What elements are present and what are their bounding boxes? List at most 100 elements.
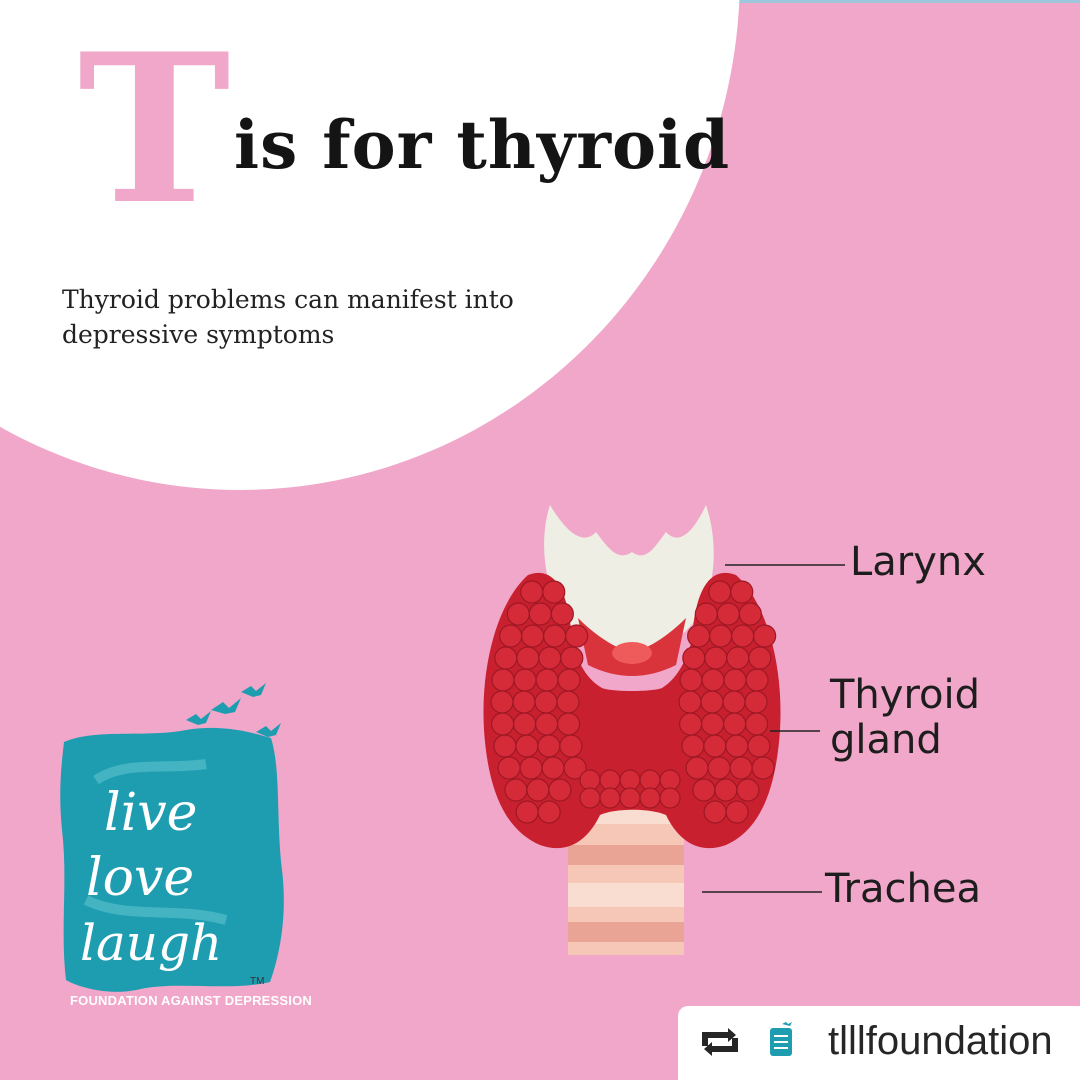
thyroid-lobule [619,769,641,791]
thyroid-lobule [563,756,587,780]
thyroid-lobule [681,734,705,758]
subtitle-text: Thyroid problems can manifest into depre… [62,285,514,349]
thyroid-lobule [745,712,769,736]
thyroid-lobule [619,787,641,809]
account-handle[interactable]: tlllfoundation [828,1019,1053,1063]
thyroid-lobule [534,690,558,714]
thyroid-lobule [682,646,706,670]
thyroid-lobule [726,646,750,670]
thyroid-lobule [520,580,544,604]
thyroid-lobule [736,778,760,802]
thyroid-lobule [703,734,727,758]
thyroid-lobule [678,690,702,714]
thyroid-lobule [707,756,731,780]
thyroid-lobule [725,800,749,824]
thyroid-lobule [515,734,539,758]
logo-script-live: live [104,783,197,843]
repost-bar[interactable]: tlllfoundation [678,1006,1080,1080]
thyroid-lobule [708,580,732,604]
thyroid-lobule [599,787,621,809]
thyroid-lobule [714,778,738,802]
thyroid-lobule [550,602,574,626]
trachea-label: Trachea [825,866,981,912]
thyroid-lobule [744,690,768,714]
thyroid-lobule [579,787,601,809]
thyroid-lobule [659,787,681,809]
thyroid-lobule [538,646,562,670]
thyroid-lobule [723,712,747,736]
thyroid-lobule [557,712,581,736]
thyroid-lobule [491,712,515,736]
thyroid-lobule [542,580,566,604]
thyroid-lobule [490,690,514,714]
repost-icon[interactable] [698,1026,742,1058]
thyroid-gland-shape [483,572,781,849]
thyroid-lobule [679,712,703,736]
title-initial-letter: T [78,10,231,250]
cricoid-cartilage-shape [612,642,652,664]
thyroid-lobule [753,624,777,648]
thyroid-lobule [716,602,740,626]
thyroid-lobule [513,712,537,736]
thyroid-lobule [748,646,772,670]
thyroid-lobule [537,734,561,758]
thyroid-lobule [497,756,521,780]
thyroid-lobule [729,756,753,780]
thyroid-lobule [701,668,725,692]
thyroid-lobule [557,668,581,692]
logo-script-love: love [86,848,194,908]
thyroid-lobule [535,712,559,736]
thyroid-lobule [639,787,661,809]
thyroid-lobule [700,690,724,714]
larynx-label: Larynx [850,539,986,585]
logo-trademark: TM [250,976,265,987]
thyroid-lobule [535,668,559,692]
thyroid-lobule [541,756,565,780]
thyroid-lobule [738,602,762,626]
thyroid-lobule [494,646,518,670]
profile-logo-icon [770,1022,792,1056]
thyroid-lobule [515,800,539,824]
thyroid-lobule [491,668,515,692]
live-love-laugh-logo: live love laugh [60,683,284,992]
thyroid-lobule [685,756,709,780]
thyroid-lobule [692,778,716,802]
thyroid-lobule [709,624,733,648]
logo-tagline: FOUNDATION AGAINST DEPRESSION [70,993,312,1008]
thyroid-lobule [526,778,550,802]
thyroid-lobule [725,734,749,758]
thyroid-lobule [506,602,530,626]
thyroid-lobule [528,602,552,626]
thyroid-lobule [599,769,621,791]
page-title: is for thyroid [234,106,731,184]
thyroid-lobule [521,624,545,648]
thyroid-lobule [751,756,775,780]
thyroid-lobule [493,734,517,758]
thyroid-lobule [559,734,583,758]
thyroid-lobule [694,602,718,626]
thyroid-lobule [704,646,728,670]
thyroid-anatomy-diagram [483,505,845,955]
thyroid-lobule [579,769,601,791]
thyroid-lobule [722,690,746,714]
thyroid-lobule [548,778,572,802]
thyroid-lobule [731,624,755,648]
thyroid-lobule [516,646,540,670]
thyroid-lobule [659,769,681,791]
thyroid-lobule [679,668,703,692]
thyroid-lobule [747,734,771,758]
thyroid-lobule [745,668,769,692]
thyroid-lobule [565,624,589,648]
thyroid-lobule [499,624,523,648]
thyroid-lobule [730,580,754,604]
top-strip [700,0,1080,3]
thyroid-lobule [687,624,711,648]
thyroid-lobule [556,690,580,714]
thyroid-lobule [701,712,725,736]
thyroid-lobule [537,800,561,824]
bird-icon [186,683,281,737]
logo-script-laugh: laugh [80,914,222,972]
thyroid-lobule [703,800,727,824]
thyroid-lobule [512,690,536,714]
thyroid-lobule [543,624,567,648]
